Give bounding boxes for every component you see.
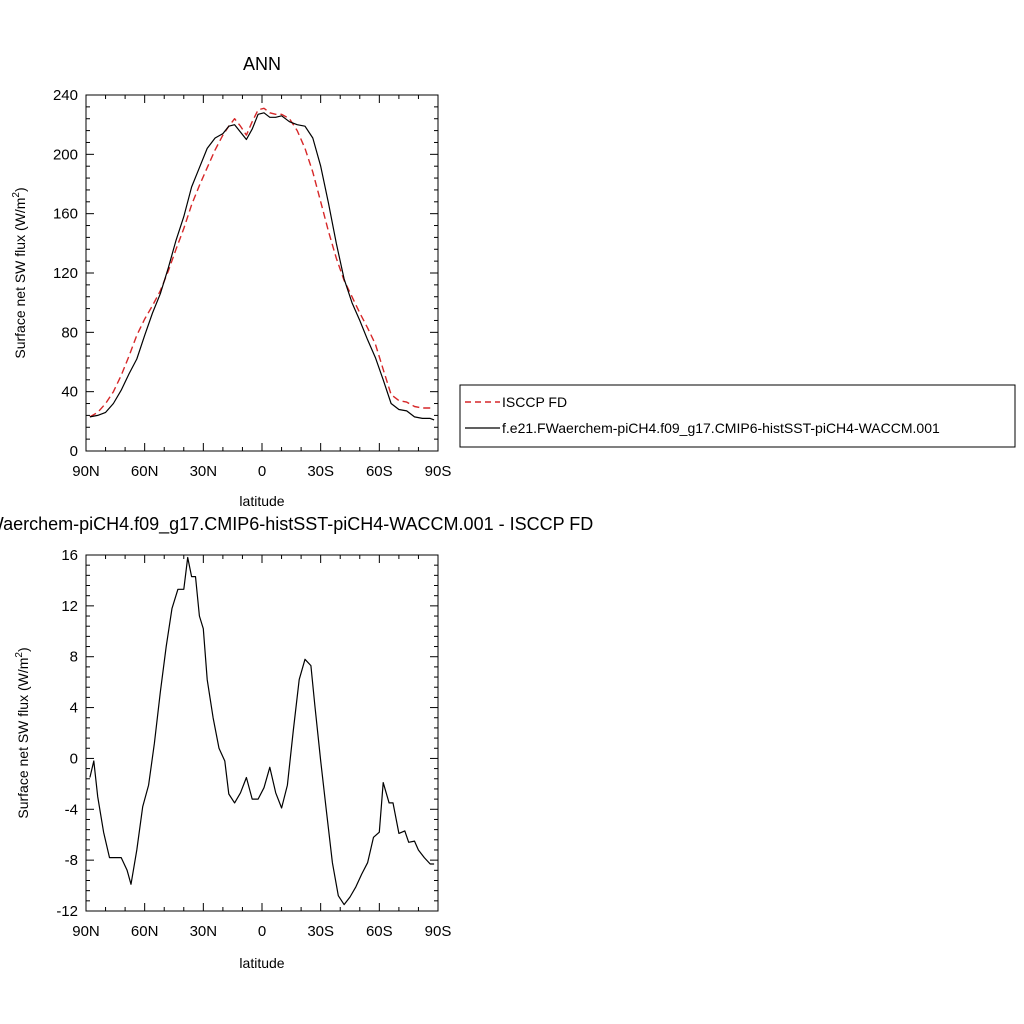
chart-top-ylabel: Surface net SW flux (W/m2) (11, 187, 28, 358)
chart-bottom-frame (85, 554, 439, 912)
bottom-y-tick-label: -8 (65, 852, 78, 869)
bottom-x-tick-label: 90S (425, 923, 452, 940)
top-y-tick-label: 120 (53, 265, 78, 282)
chart-bottom-panel: f.e21.FWaerchem-piCH4.f09_g17.CMIP6-hist… (0, 514, 593, 971)
top-x-tick-label: 90S (425, 463, 452, 480)
chart-bottom-title: f.e21.FWaerchem-piCH4.f09_g17.CMIP6-hist… (0, 514, 593, 535)
bottom-y-tick-label: 12 (61, 598, 78, 615)
chart-legend: ISCCP FD f.e21.FWaerchem-piCH4.f09_g17.C… (459, 384, 1016, 448)
bottom-x-tick-label: 90N (72, 923, 100, 940)
bottom-y-tick-label: -4 (65, 801, 78, 818)
top-x-tick-label: 30N (190, 463, 218, 480)
top-series-line-1 (89, 112, 435, 421)
bottom-y-tick-label: -12 (56, 903, 78, 920)
bottom-y-tick-label: 4 (70, 700, 78, 717)
legend-box (459, 384, 1016, 448)
bottom-x-tick-label: 60S (366, 923, 393, 940)
chart-bottom-lines (89, 556, 435, 906)
bottom-x-tick-label: 30S (307, 923, 334, 940)
bottom-x-tick-label: 60N (131, 923, 159, 940)
legend-label-isccp: ISCCP FD (502, 394, 567, 410)
top-y-tick-label: 160 (53, 206, 78, 223)
chart-top-frame (85, 94, 439, 452)
chart-top-panel: ANN 90N 60N 30N 0 30S 60S 90S 0 40 80 120 160 200 240… (11, 54, 451, 509)
top-y-tick-label: 40 (61, 384, 78, 401)
top-x-tick-label: 60N (131, 463, 159, 480)
bottom-x-tick-label: 0 (258, 923, 266, 940)
chart-bottom-ticks: 90N 60N 30N 0 30S 60S 90S -12 -8 -4 0 4 8 12 16 (56, 547, 451, 940)
chart-top-lines (89, 107, 435, 421)
chart-top-xlabel: latitude (239, 493, 284, 509)
bottom-y-tick-label: 8 (70, 649, 78, 666)
top-x-tick-label: 60S (366, 463, 393, 480)
top-x-tick-label: 0 (258, 463, 266, 480)
chart-bottom-xlabel: latitude (239, 955, 284, 971)
bottom-series-line-0 (89, 556, 435, 906)
chart-top-title: ANN (243, 54, 281, 74)
top-series-line-0 (89, 107, 435, 418)
legend-label-model: f.e21.FWaerchem-piCH4.f09_g17.CMIP6-hist… (502, 420, 940, 436)
chart-bottom-ylabel: Surface net SW flux (W/m2) (14, 647, 31, 818)
bottom-y-tick-label: 16 (61, 547, 78, 564)
chart-top-ticks: 90N 60N 30N 0 30S 60S 90S 0 40 80 120 160 200 240 (53, 87, 451, 480)
top-y-tick-label: 0 (70, 443, 78, 460)
top-x-tick-label: 90N (72, 463, 100, 480)
top-y-tick-label: 80 (61, 324, 78, 341)
bottom-y-tick-label: 0 (70, 750, 78, 767)
bottom-x-tick-label: 30N (190, 923, 218, 940)
top-y-tick-label: 240 (53, 87, 78, 104)
top-x-tick-label: 30S (307, 463, 334, 480)
top-y-tick-label: 200 (53, 146, 78, 163)
